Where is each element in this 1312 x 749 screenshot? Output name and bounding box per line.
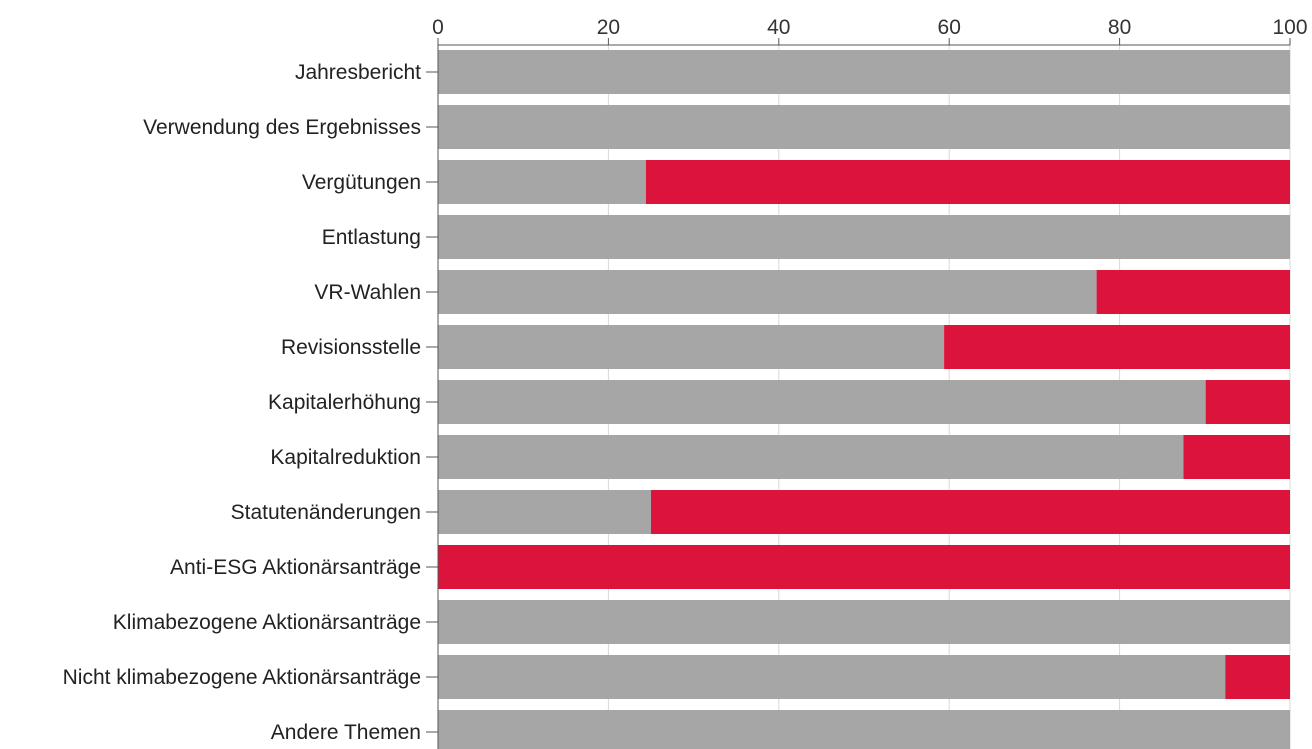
category-label: Kapitalerhöhung (268, 391, 421, 414)
bar-segment-0-6 (438, 380, 1206, 424)
bar-segment-0-5 (438, 325, 945, 369)
bars (438, 50, 1290, 749)
category-label: Nicht klimabezogene Aktionärsanträge (63, 666, 421, 689)
x-tick-label-0: 0 (432, 16, 444, 39)
bar-segment-0-0 (438, 50, 1290, 94)
x-tick-label-60: 60 (938, 16, 961, 39)
category-label: Vergütungen (302, 171, 421, 194)
bar-segment-0-2 (438, 160, 646, 204)
x-tick-label-100: 100 (1272, 16, 1307, 39)
bar-segment-1-7 (1183, 435, 1290, 479)
bar-segment-0-3 (438, 215, 1290, 259)
bar-segment-1-11 (1225, 655, 1290, 699)
category-label: Klimabezogene Aktionärsanträge (113, 611, 421, 634)
category-label: Andere Themen (271, 721, 421, 744)
category-label: Entlastung (322, 226, 421, 249)
bar-segment-1-9 (438, 545, 1290, 589)
bar-segment-0-1 (438, 105, 1290, 149)
bar-segment-1-2 (645, 160, 1290, 204)
bar-segment-0-11 (438, 655, 1226, 699)
bar-segment-1-8 (651, 490, 1290, 534)
bar-segment-1-4 (1096, 270, 1290, 314)
category-label: Verwendung des Ergebnisses (143, 116, 421, 139)
bar-segment-0-4 (438, 270, 1097, 314)
axes (426, 38, 1291, 749)
bar-segment-1-6 (1205, 380, 1290, 424)
x-tick-label-40: 40 (767, 16, 790, 39)
category-label: Jahresbericht (295, 61, 421, 84)
category-label: Kapitalreduktion (270, 446, 421, 469)
bar-segment-0-10 (438, 600, 1290, 644)
category-label: Anti-ESG Aktionärsanträge (170, 556, 421, 579)
bar-segment-0-8 (438, 490, 651, 534)
category-label: Revisionsstelle (281, 336, 421, 359)
category-label: VR-Wahlen (314, 281, 421, 304)
x-tick-label-80: 80 (1108, 16, 1131, 39)
labels: 0 20 40 60 80 100 Jahresbericht Verwendung des … (63, 16, 1308, 744)
category-label: Statutenänderungen (231, 501, 421, 524)
bar-segment-0-7 (438, 435, 1184, 479)
bar-segment-1-5 (944, 325, 1290, 369)
bar-segment-0-12 (438, 710, 1290, 749)
x-tick-label-20: 20 (597, 16, 620, 39)
